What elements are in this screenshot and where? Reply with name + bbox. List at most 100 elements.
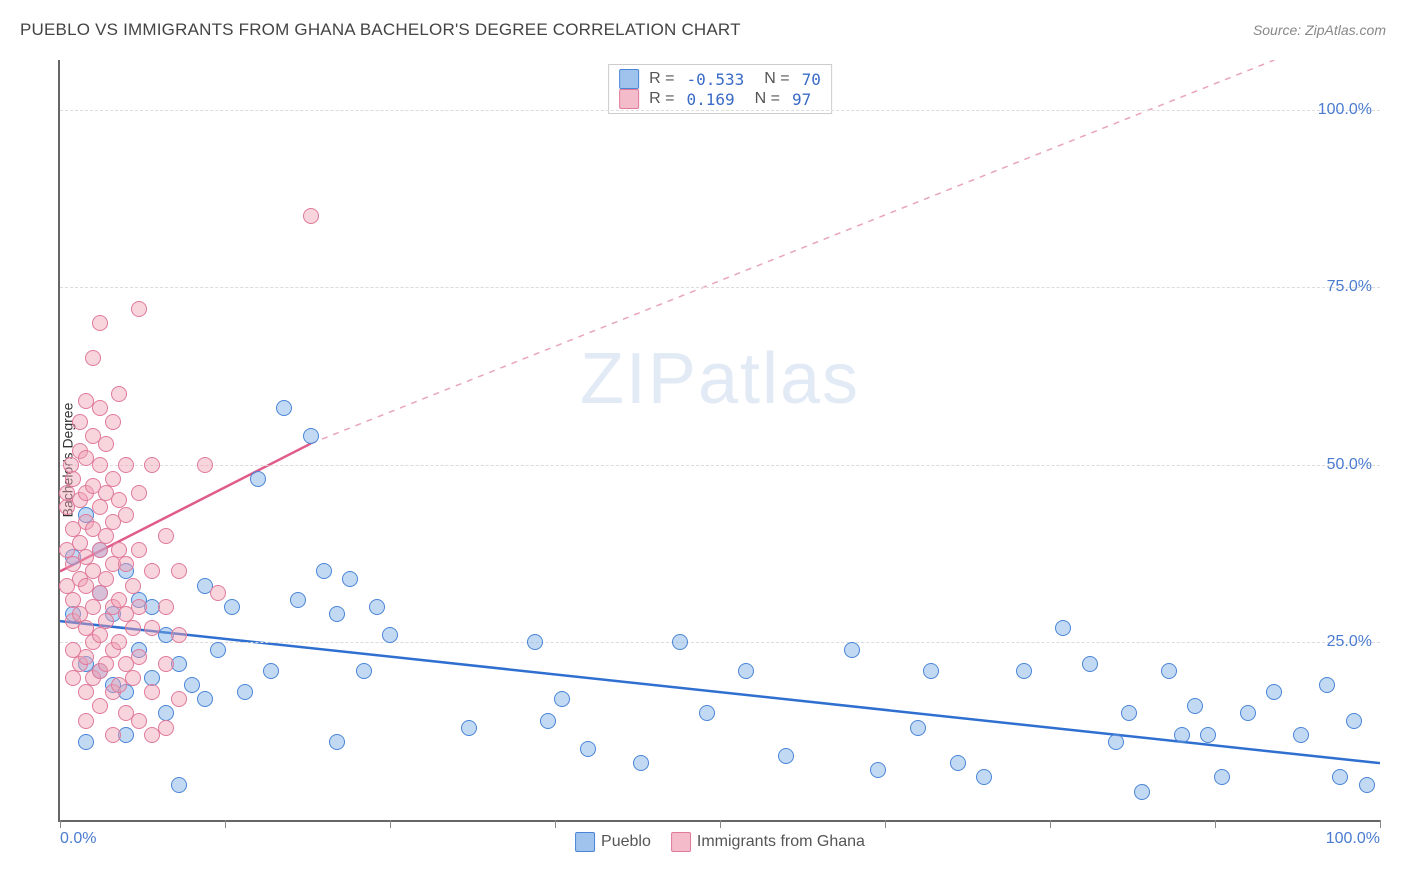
data-point bbox=[65, 670, 81, 686]
source-label: Source: ZipAtlas.com bbox=[1253, 22, 1386, 38]
data-point bbox=[197, 691, 213, 707]
data-point bbox=[92, 585, 108, 601]
xtick bbox=[225, 820, 226, 828]
n-value-pueblo: 70 bbox=[802, 70, 821, 89]
data-point bbox=[1240, 705, 1256, 721]
xtick bbox=[60, 820, 61, 828]
data-point bbox=[92, 457, 108, 473]
data-point bbox=[105, 471, 121, 487]
data-point bbox=[950, 755, 966, 771]
xtick bbox=[555, 820, 556, 828]
data-point bbox=[461, 720, 477, 736]
xtick bbox=[390, 820, 391, 828]
data-point bbox=[540, 713, 556, 729]
data-point bbox=[78, 684, 94, 700]
data-point bbox=[369, 599, 385, 615]
data-point bbox=[527, 634, 543, 650]
swatch-blue bbox=[575, 832, 595, 852]
data-point bbox=[342, 571, 358, 587]
n-label: N = bbox=[755, 90, 780, 108]
legend-row-ghana: R = 0.169 N = 97 bbox=[619, 89, 821, 109]
data-point bbox=[1293, 727, 1309, 743]
data-point bbox=[131, 301, 147, 317]
data-point bbox=[92, 315, 108, 331]
legend-item-pueblo: Pueblo bbox=[575, 832, 651, 852]
xtick bbox=[720, 820, 721, 828]
data-point bbox=[111, 386, 127, 402]
swatch-pink bbox=[619, 89, 639, 109]
data-point bbox=[144, 563, 160, 579]
data-point bbox=[105, 414, 121, 430]
data-point bbox=[92, 627, 108, 643]
data-point bbox=[738, 663, 754, 679]
data-point bbox=[125, 620, 141, 636]
data-point bbox=[1174, 727, 1190, 743]
data-point bbox=[131, 599, 147, 615]
legend-row-pueblo: R = -0.533 N = 70 bbox=[619, 69, 821, 89]
data-point bbox=[184, 677, 200, 693]
data-point bbox=[85, 350, 101, 366]
data-point bbox=[303, 428, 319, 444]
data-point bbox=[923, 663, 939, 679]
data-point bbox=[171, 627, 187, 643]
data-point bbox=[92, 499, 108, 515]
data-point bbox=[263, 663, 279, 679]
data-point bbox=[699, 705, 715, 721]
data-point bbox=[72, 414, 88, 430]
gridline bbox=[60, 465, 1380, 466]
xtick bbox=[1215, 820, 1216, 828]
data-point bbox=[290, 592, 306, 608]
data-point bbox=[1200, 727, 1216, 743]
data-point bbox=[910, 720, 926, 736]
xtick-label: 100.0% bbox=[1326, 830, 1380, 848]
trend-lines bbox=[60, 60, 1380, 820]
data-point bbox=[329, 606, 345, 622]
xtick bbox=[885, 820, 886, 828]
r-label: R = bbox=[649, 70, 674, 88]
data-point bbox=[78, 649, 94, 665]
data-point bbox=[976, 769, 992, 785]
data-point bbox=[144, 457, 160, 473]
data-point bbox=[158, 720, 174, 736]
data-point bbox=[144, 684, 160, 700]
chart-title: PUEBLO VS IMMIGRANTS FROM GHANA BACHELOR… bbox=[20, 20, 741, 40]
data-point bbox=[276, 400, 292, 416]
data-point bbox=[1187, 698, 1203, 714]
data-point bbox=[92, 542, 108, 558]
data-point bbox=[171, 563, 187, 579]
data-point bbox=[1108, 734, 1124, 750]
swatch-pink bbox=[671, 832, 691, 852]
data-point bbox=[158, 656, 174, 672]
data-point bbox=[78, 713, 94, 729]
data-point bbox=[1346, 713, 1362, 729]
data-point bbox=[78, 734, 94, 750]
ytick-label: 100.0% bbox=[1318, 101, 1372, 119]
title-bar: PUEBLO VS IMMIGRANTS FROM GHANA BACHELOR… bbox=[20, 20, 1386, 40]
legend-series: Pueblo Immigrants from Ghana bbox=[575, 832, 865, 852]
data-point bbox=[92, 400, 108, 416]
data-point bbox=[210, 642, 226, 658]
data-point bbox=[158, 528, 174, 544]
data-point bbox=[382, 627, 398, 643]
data-point bbox=[171, 777, 187, 793]
data-point bbox=[131, 649, 147, 665]
data-point bbox=[158, 599, 174, 615]
r-value-ghana: 0.169 bbox=[686, 90, 734, 109]
data-point bbox=[633, 755, 649, 771]
data-point bbox=[65, 471, 81, 487]
watermark: ZIPatlas bbox=[580, 338, 860, 420]
r-value-pueblo: -0.533 bbox=[686, 70, 744, 89]
swatch-blue bbox=[619, 69, 639, 89]
data-point bbox=[1055, 620, 1071, 636]
data-point bbox=[870, 762, 886, 778]
ytick-label: 25.0% bbox=[1327, 633, 1372, 651]
data-point bbox=[98, 436, 114, 452]
plot-area: ZIPatlas R = -0.533 N = 70 R = 0.169 N =… bbox=[58, 60, 1380, 822]
legend-item-ghana: Immigrants from Ghana bbox=[671, 832, 865, 852]
data-point bbox=[98, 656, 114, 672]
gridline bbox=[60, 642, 1380, 643]
data-point bbox=[98, 528, 114, 544]
data-point bbox=[356, 663, 372, 679]
data-point bbox=[237, 684, 253, 700]
legend-label-pueblo: Pueblo bbox=[601, 833, 651, 851]
